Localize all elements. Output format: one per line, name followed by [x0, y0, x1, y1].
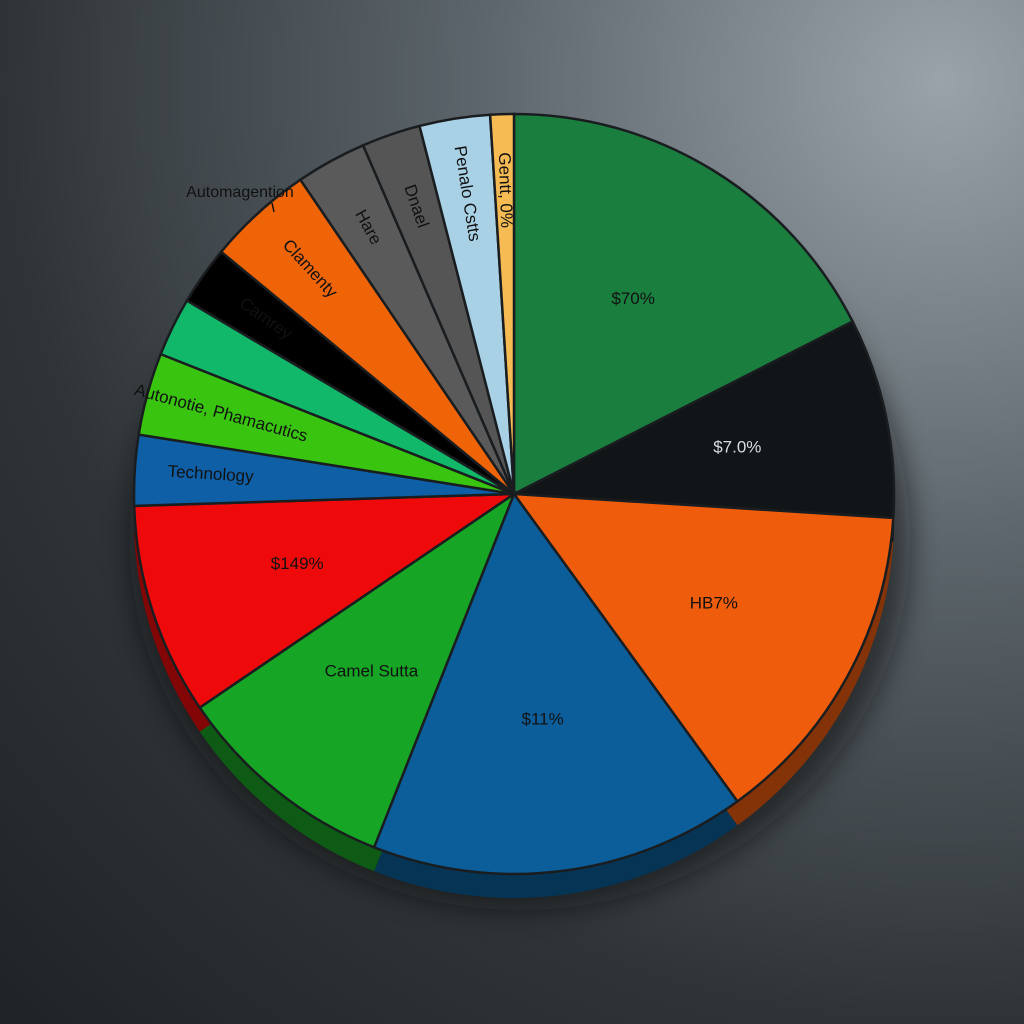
callout-layer: Automagention [186, 184, 294, 213]
callout-label-0: Automagention [186, 184, 294, 201]
callout-pointer-0 [271, 202, 275, 213]
pie-label-7-0: $7.0% [713, 437, 761, 456]
pie-slice-70 [512, 112, 855, 497]
pie-label-70: $70% [611, 289, 654, 308]
pie-label-gentt-0: Gentt, 0% [495, 152, 516, 228]
pie-slice-hb7 [511, 492, 895, 804]
pie-slice-gentt-0 [488, 112, 516, 495]
pie-label-149: $149% [271, 554, 324, 573]
pie-slice-149 [132, 492, 519, 710]
pie-slice-camel-sutta [197, 490, 517, 849]
pie-slice-11 [372, 491, 740, 876]
pie-label-hb7: HB7% [690, 593, 738, 612]
pie-slice-7-0 [509, 319, 896, 520]
pie-label-11: $11% [521, 710, 563, 729]
pie-label-camel-sutta: Camel Sutta [325, 661, 419, 680]
pie-top-layer [132, 112, 896, 876]
